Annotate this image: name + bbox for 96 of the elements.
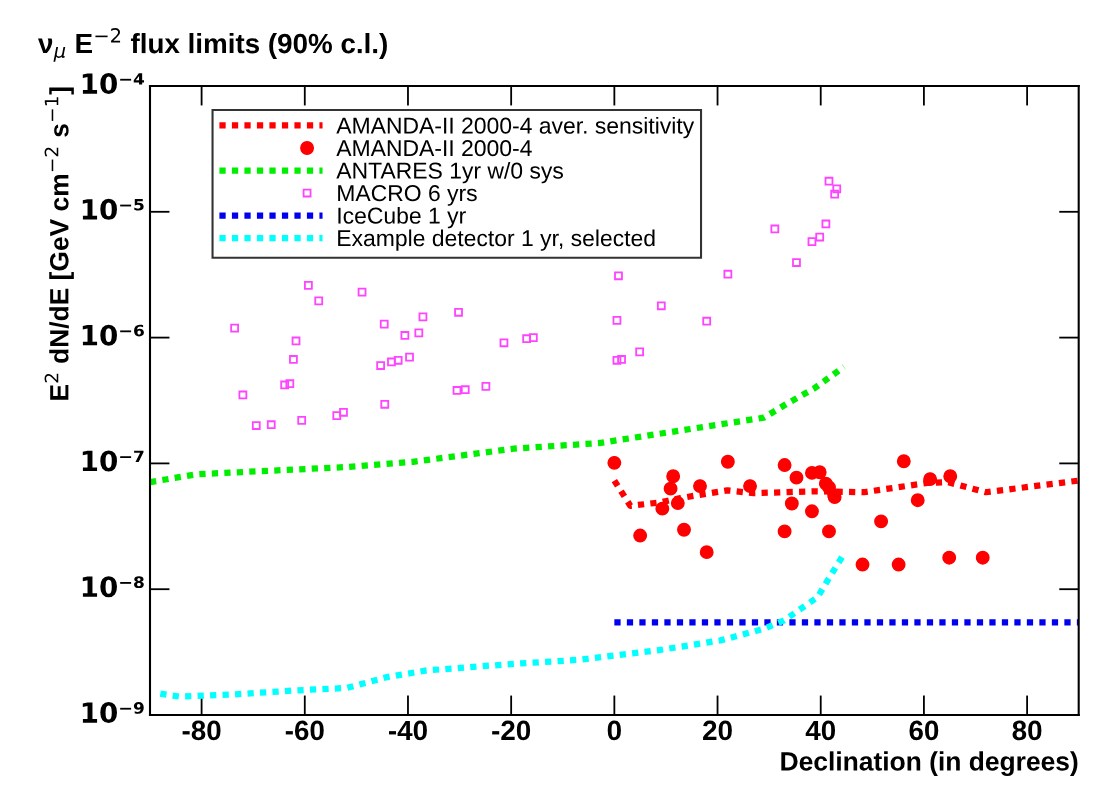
- point: [452, 386, 462, 395]
- y-tick-label: 10⁻⁸: [82, 576, 144, 598]
- point: [777, 524, 792, 539]
- point: [784, 496, 799, 511]
- point: [400, 331, 410, 340]
- point: [777, 458, 792, 473]
- point: [612, 316, 622, 325]
- point: [617, 355, 626, 364]
- point: [332, 411, 342, 420]
- point: [822, 524, 836, 539]
- point: [387, 357, 396, 367]
- legend-label: ANTARES 1yr w/0 sys: [336, 161, 563, 184]
- legend-label: AMANDA-II 2000-4: [336, 140, 532, 157]
- x-tick-label: 20: [703, 720, 732, 741]
- point: [824, 176, 834, 186]
- x-tick-label: 80: [1012, 720, 1042, 741]
- point: [720, 454, 735, 469]
- point: [285, 379, 295, 389]
- point: [693, 479, 707, 494]
- point: [314, 296, 324, 306]
- point: [807, 237, 817, 246]
- point: [815, 232, 825, 242]
- point: [251, 421, 261, 430]
- point: [405, 352, 414, 362]
- point: [702, 316, 712, 326]
- point: [670, 496, 685, 510]
- point: [339, 407, 348, 417]
- point: [699, 545, 714, 560]
- x-tick-label: 60: [909, 720, 939, 741]
- point: [789, 470, 804, 485]
- point: [297, 415, 307, 425]
- y-tick-label: 10⁻⁷: [82, 450, 144, 472]
- x-tick-label: -60: [285, 720, 324, 741]
- point: [666, 469, 681, 484]
- point: [481, 381, 491, 391]
- point: [289, 355, 298, 364]
- y-tick-label: 10⁻⁶: [82, 324, 144, 346]
- legend-label: IceCube 1 yr: [338, 206, 466, 229]
- point: [770, 224, 780, 234]
- y-tick-label: 10⁻⁴: [82, 73, 145, 95]
- point: [280, 380, 290, 390]
- point: [304, 281, 313, 290]
- point: [238, 390, 248, 400]
- point: [230, 323, 239, 333]
- point: [379, 319, 389, 329]
- point: [942, 550, 957, 565]
- point: [792, 258, 801, 267]
- point: [633, 528, 648, 543]
- point: [874, 514, 889, 529]
- point: [357, 287, 367, 297]
- point: [655, 501, 670, 516]
- point: [614, 271, 623, 281]
- chart-title: ν$_{μ}$ E$^{−2}$ flux limits (90% c.l.): [38, 28, 387, 62]
- point: [607, 455, 622, 470]
- point: [418, 312, 428, 322]
- point: [414, 328, 424, 338]
- point: [943, 469, 958, 484]
- point: [743, 479, 757, 494]
- x-tick-label: -40: [388, 720, 427, 741]
- point: [723, 269, 733, 279]
- legend-label: MACRO 6 yrs: [338, 185, 477, 206]
- point: [612, 355, 622, 365]
- point: [677, 522, 691, 537]
- point: [910, 493, 925, 508]
- point: [266, 420, 276, 430]
- y-axis-title: E$^{2}$ dN/dE [GeV cm$^{−2}$ s$^{−1}$]: [44, 87, 74, 400]
- point: [460, 385, 470, 395]
- x-tick-label: 0: [607, 720, 621, 741]
- point: [454, 307, 463, 317]
- point: [656, 301, 666, 311]
- x-tick-label: -80: [182, 720, 221, 741]
- x-axis-title: Declination (in degrees): [781, 751, 1078, 777]
- point: [499, 338, 509, 348]
- point: [975, 550, 990, 565]
- point: [891, 557, 906, 572]
- point: [663, 481, 678, 496]
- y-tick-label: 10⁻⁵: [82, 198, 144, 220]
- point: [380, 399, 390, 409]
- x-tick-label: -20: [492, 720, 531, 741]
- point: [522, 334, 532, 344]
- y-tick-label: 10⁻⁹: [82, 702, 144, 724]
- point: [376, 361, 386, 370]
- point: [528, 333, 538, 342]
- x-tick-label: 40: [805, 720, 836, 741]
- point: [291, 336, 301, 346]
- point: [832, 184, 842, 194]
- point: [393, 355, 403, 365]
- point: [896, 454, 911, 469]
- point: [923, 472, 938, 487]
- point: [635, 347, 645, 357]
- legend-label: Example detector 1 yr, selected: [338, 229, 655, 251]
- point: [821, 219, 831, 229]
- legend-label: AMANDA-II 2000-4 aver. sensitivity: [336, 116, 695, 139]
- point: [805, 504, 819, 519]
- point: [830, 189, 840, 199]
- point: [855, 557, 870, 572]
